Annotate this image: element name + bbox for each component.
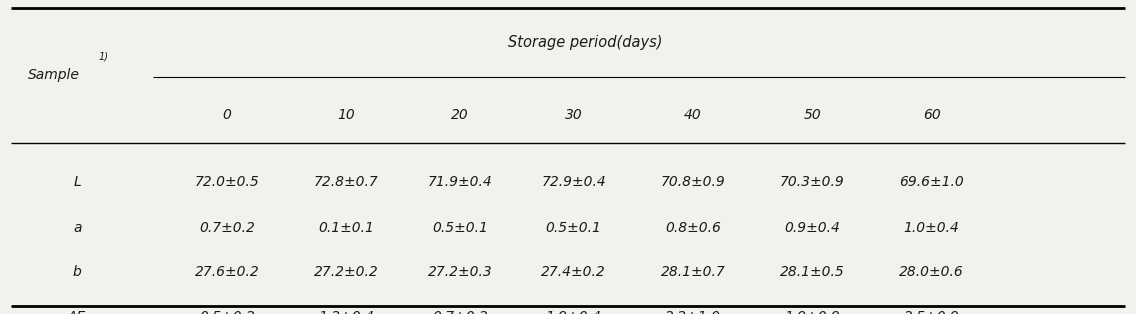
- Text: 30: 30: [565, 108, 583, 122]
- Text: 60: 60: [922, 108, 941, 122]
- Text: 40: 40: [684, 108, 702, 122]
- Text: 0.7±0.2: 0.7±0.2: [432, 310, 488, 314]
- Text: 1.0±0.4: 1.0±0.4: [903, 221, 960, 235]
- Text: a: a: [73, 221, 82, 235]
- Text: 0.8±0.6: 0.8±0.6: [665, 221, 721, 235]
- Text: 1.9±0.9: 1.9±0.9: [784, 310, 841, 314]
- Text: 70.8±0.9: 70.8±0.9: [661, 175, 725, 189]
- Text: 71.9±0.4: 71.9±0.4: [428, 175, 492, 189]
- Text: 70.3±0.9: 70.3±0.9: [780, 175, 844, 189]
- Text: 0.1±0.1: 0.1±0.1: [318, 221, 375, 235]
- Text: L: L: [74, 175, 81, 189]
- Text: 0.9±0.4: 0.9±0.4: [784, 221, 841, 235]
- Text: 27.2±0.2: 27.2±0.2: [315, 265, 378, 279]
- Text: 0.7±0.2: 0.7±0.2: [199, 221, 256, 235]
- Text: b: b: [73, 265, 82, 279]
- Text: Sample: Sample: [28, 68, 81, 82]
- Text: 27.2±0.3: 27.2±0.3: [428, 265, 492, 279]
- Text: 27.4±0.2: 27.4±0.2: [542, 265, 605, 279]
- Text: 0: 0: [223, 108, 232, 122]
- Text: 10: 10: [337, 108, 356, 122]
- Text: 72.8±0.7: 72.8±0.7: [315, 175, 378, 189]
- Text: 1): 1): [99, 51, 109, 62]
- Text: 28.1±0.7: 28.1±0.7: [661, 265, 725, 279]
- Text: 28.1±0.5: 28.1±0.5: [780, 265, 844, 279]
- Text: 20: 20: [451, 108, 469, 122]
- Text: 50: 50: [803, 108, 821, 122]
- Text: 69.6±1.0: 69.6±1.0: [900, 175, 963, 189]
- Text: 72.0±0.5: 72.0±0.5: [195, 175, 259, 189]
- Text: 1.9±0.4: 1.9±0.4: [545, 310, 602, 314]
- Text: 0.5±0.1: 0.5±0.1: [432, 221, 488, 235]
- Text: Storage period(days): Storage period(days): [508, 35, 662, 50]
- Text: 28.0±0.6: 28.0±0.6: [900, 265, 963, 279]
- Text: 2.5±0.9: 2.5±0.9: [903, 310, 960, 314]
- Text: 72.9±0.4: 72.9±0.4: [542, 175, 605, 189]
- Text: 0.5±0.1: 0.5±0.1: [545, 221, 602, 235]
- Text: 0.5±0.2: 0.5±0.2: [199, 310, 256, 314]
- Text: ΔE: ΔE: [68, 310, 86, 314]
- Text: 2.2±1.0: 2.2±1.0: [665, 310, 721, 314]
- Text: 27.6±0.2: 27.6±0.2: [195, 265, 259, 279]
- Text: 1.2±0.4: 1.2±0.4: [318, 310, 375, 314]
